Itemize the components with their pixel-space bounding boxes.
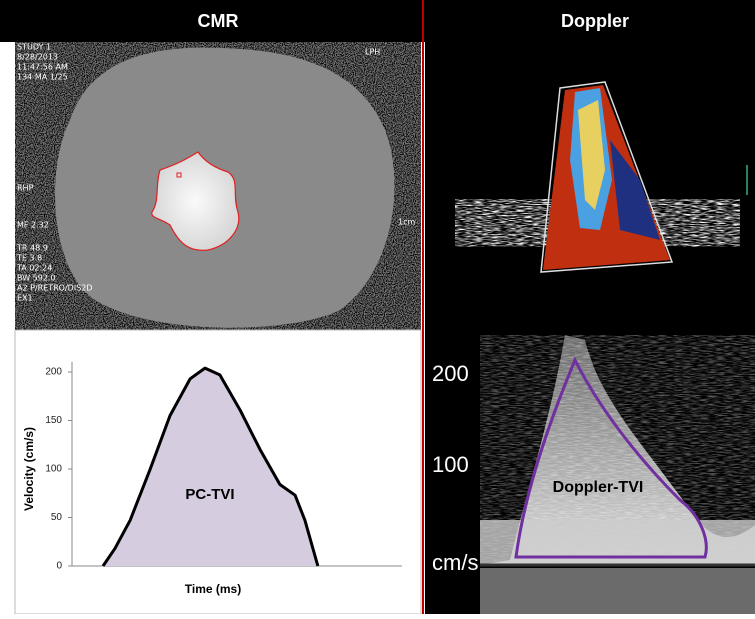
y-tick-label: 0 (56, 561, 62, 572)
scale-label: 100 (432, 452, 469, 477)
x-axis-title: Time (ms) (185, 582, 241, 596)
overlay-text: A2 P/RETRO/DIS2D (17, 284, 93, 293)
overlay-text: BW 592.0 (17, 274, 56, 283)
y-tick-label: 200 (45, 367, 62, 378)
panel-title: Doppler (561, 11, 629, 31)
overlay-text: 1cm (398, 218, 415, 227)
overlay-text: TA 02:24 (16, 264, 52, 273)
annotation: PC-TVI (185, 486, 234, 503)
figure: CMR Doppler STUDY 18/28/201311:47:56 AM1… (0, 0, 755, 614)
overlay-text: LPH (365, 48, 380, 57)
annotation: Doppler-TVI (553, 479, 644, 496)
y-tick-label: 100 (45, 464, 62, 475)
y-axis-title: Velocity (cm/s) (22, 427, 36, 511)
overlay-text: 8/28/2013 (17, 53, 58, 62)
y-tick-label: 50 (51, 512, 63, 523)
overlay-text: TR 48.9 (16, 244, 48, 253)
panel-title: CMR (198, 11, 239, 31)
overlay-text: RHP (17, 184, 34, 193)
reverse-flow (480, 568, 755, 614)
header-bar (0, 0, 755, 42)
overlay-text: STUDY 1 (17, 43, 51, 52)
overlay-text: EX1 (17, 294, 33, 303)
y-tick-label: 150 (45, 415, 62, 426)
scale-label: 200 (432, 361, 469, 386)
overlay-text: 11:47:56 AM (17, 63, 68, 72)
scale-label: cm/s (432, 550, 478, 575)
overlay-text: 134 MA 1/25 (17, 73, 68, 82)
overlay-text: TE 3.8 (16, 254, 42, 263)
overlay-text: MF 2.32 (17, 221, 49, 230)
